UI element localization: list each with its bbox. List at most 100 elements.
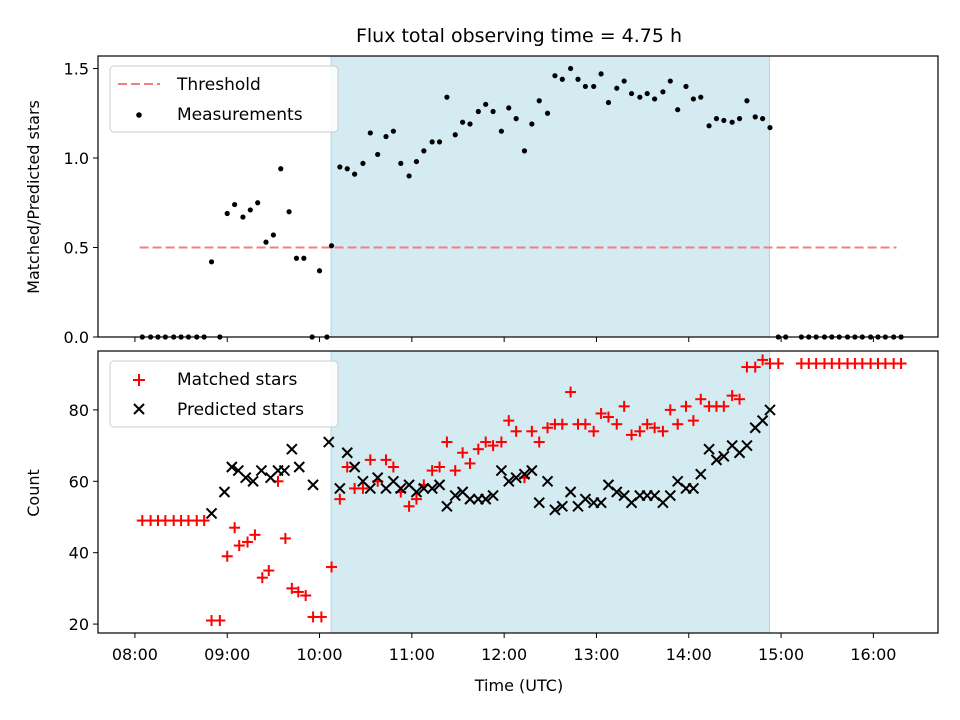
measurement-point <box>644 90 650 97</box>
matched-star-point <box>749 361 761 373</box>
matched-star-point <box>895 357 907 369</box>
x-tick-label: 13:00 <box>573 645 619 664</box>
predicted-star-point <box>255 464 268 477</box>
predicted-star-point <box>564 486 577 498</box>
x-tick-label: 16:00 <box>850 645 896 664</box>
measurement-point <box>506 105 512 111</box>
measurement-point <box>328 243 335 249</box>
measurement-point <box>383 133 389 140</box>
matched-star-point <box>229 522 241 534</box>
matched-star-point <box>292 586 304 598</box>
matched-star-point <box>198 515 210 527</box>
predicted-star-point <box>449 489 461 502</box>
matched-star-point <box>588 425 600 437</box>
predicted-star-point <box>247 475 259 487</box>
predicted-star-point <box>503 475 515 487</box>
measurement-point <box>721 117 727 124</box>
bottom-y-axis-label: Count <box>24 469 43 517</box>
y-tick-label: 40 <box>69 544 89 563</box>
x-tick-label: 12:00 <box>481 645 527 664</box>
predicted-star-point <box>541 475 554 487</box>
matched-star-point <box>726 390 738 402</box>
measurement-point <box>767 124 773 131</box>
predicted-star-point <box>495 464 508 477</box>
predicted-star-point <box>487 489 499 502</box>
predicted-star-point <box>741 439 753 452</box>
measurement-point <box>683 83 689 90</box>
x-tick-label: 11:00 <box>389 645 435 664</box>
measurement-point <box>652 96 658 102</box>
measurement-point <box>744 98 750 104</box>
measurement-point <box>591 83 597 90</box>
matched-star-point <box>718 400 730 412</box>
legend-predicted-label: Predicted stars <box>177 400 304 420</box>
measurement-point <box>293 255 300 261</box>
measurement-point <box>240 214 246 220</box>
measurement-point <box>544 110 551 116</box>
predicted-star-point <box>239 472 252 484</box>
measurement-point <box>575 76 581 82</box>
x-tick-label: 10:00 <box>296 645 342 664</box>
measurement-point <box>637 94 643 100</box>
measurement-point <box>536 98 542 104</box>
matched-star-point <box>242 536 254 548</box>
matched-star-point <box>618 400 630 412</box>
matched-star-point <box>565 386 577 398</box>
predicted-star-point <box>410 486 423 498</box>
x-tick-label: 08:00 <box>112 645 158 664</box>
measurement-point <box>232 201 238 208</box>
predicted-star-point <box>526 464 538 477</box>
bottom-axes-frame <box>97 350 939 634</box>
predicted-star-point <box>307 479 319 491</box>
measurement-point <box>552 73 558 79</box>
predicted-star-point <box>441 500 453 512</box>
matched-star-point <box>434 461 446 473</box>
matched-star-point <box>579 418 591 430</box>
matched-star-point <box>380 454 392 466</box>
matched-star-point <box>641 418 653 430</box>
bottom-panel: 20 40 60 80 08:00 09:00 10:00 11:00 12:00 13:00 1… <box>24 350 939 695</box>
measurement-point <box>270 232 276 238</box>
x-tick-label: 09:00 <box>204 645 250 664</box>
measurement-point <box>344 166 350 172</box>
matched-star-point <box>757 354 769 366</box>
predicted-star-point <box>371 472 384 484</box>
top-y-ticks: 0.0 0.5 1.0 1.5 <box>64 60 98 347</box>
bottom-legend: Matched stars Predicted stars <box>109 360 339 428</box>
matched-star-point <box>410 493 422 505</box>
measurement-point <box>760 116 766 122</box>
measurement-point <box>690 96 696 102</box>
matched-star-point <box>233 540 245 552</box>
predicted-star-point <box>611 486 623 498</box>
predicted-star-point <box>218 486 231 498</box>
predicted-star-point <box>278 464 291 477</box>
top-axes-frame <box>97 55 939 338</box>
matched-star-point <box>595 407 607 419</box>
top-panel: Flux total observing time = 4.75 h 0.00.… <box>24 25 939 347</box>
measurement-point <box>375 151 381 158</box>
matched-star-point <box>457 447 469 459</box>
predicted-star-point <box>695 468 707 480</box>
measurement-point <box>460 119 466 125</box>
measurement-point <box>452 132 458 138</box>
measurement-point <box>675 107 681 113</box>
bottom-x-ticks: 08:00 09:00 10:00 11:00 12:00 13:00 14:00 15:00… <box>112 633 896 664</box>
measurement-point <box>529 121 535 127</box>
measurement-point <box>316 268 323 274</box>
y-tick-label: 20 <box>69 615 89 634</box>
predicted-star-point <box>664 489 677 502</box>
matched-star-point <box>464 457 476 469</box>
y-tick-label: 80 <box>69 401 89 420</box>
measurement-point <box>467 121 473 127</box>
top-y-axis-label: Matched/Predicted stars <box>24 100 43 294</box>
predicted-star-point <box>718 450 730 463</box>
matched-star-point <box>326 561 338 573</box>
measurement-point <box>490 108 496 115</box>
measurement-point <box>224 210 230 217</box>
predicted-star-point <box>293 461 305 473</box>
matched-star-point <box>657 425 669 437</box>
y-tick-label: 60 <box>69 472 89 491</box>
matched-star-point <box>334 493 346 505</box>
matched-star-point <box>472 443 484 455</box>
matched-star-point <box>426 465 438 477</box>
